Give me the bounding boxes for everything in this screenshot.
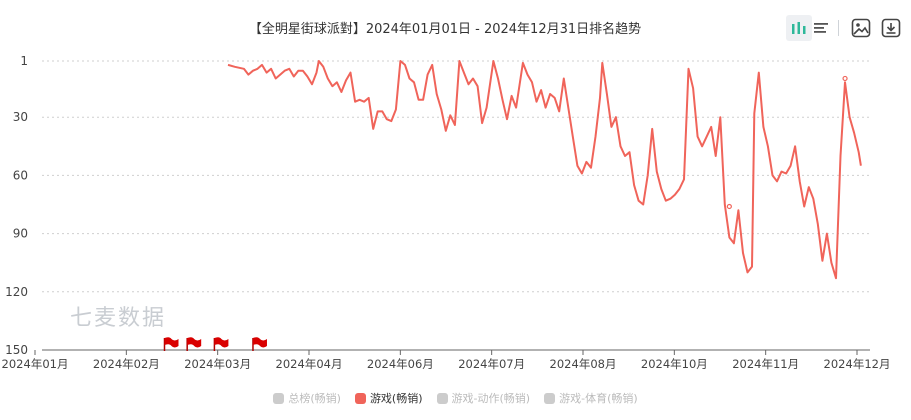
x-tick-label: 2024年03月	[184, 357, 251, 371]
legend-label: 游戏-体育(畅销)	[559, 392, 638, 405]
legend-item[interactable]: 游戏(畅销)	[354, 390, 423, 406]
x-tick-label: 2024年08月	[550, 357, 617, 371]
x-tick-label: 2024年04月	[276, 357, 343, 371]
y-tick-label: 90	[13, 227, 28, 241]
toolbar-divider	[838, 20, 839, 36]
legend-item[interactable]: 游戏-动作(畅销)	[436, 390, 531, 406]
x-tick-label: 2024年12月	[824, 357, 891, 371]
legend-label: 总榜(畅销)	[288, 392, 341, 405]
x-tick-label: 2024年02月	[93, 357, 160, 371]
chart-title: 【全明星街球派對】2024年01月01日 - 2024年12月31日排名趋势	[248, 22, 642, 37]
legend-swatch	[436, 392, 448, 404]
flag-marker	[163, 337, 179, 351]
legend-label: 游戏(畅销)	[369, 392, 423, 405]
legend-label: 游戏-动作(畅销)	[451, 392, 531, 405]
legend-swatch	[273, 392, 285, 404]
y-tick-label: 30	[13, 110, 28, 124]
y-tick-label: 1	[20, 54, 28, 68]
data-point	[726, 203, 732, 210]
flag-marker	[252, 337, 267, 351]
x-tick-label: 2024年01月	[2, 357, 69, 371]
chart-legend: 总榜(畅销) 游戏(畅销) 游戏-动作(畅销) 游戏-体育(畅销)	[0, 390, 911, 406]
chart-view-icon[interactable]	[786, 15, 812, 41]
y-tick-label: 150	[5, 343, 28, 357]
legend-swatch	[354, 392, 366, 404]
y-tick-label: 60	[13, 168, 28, 182]
legend-swatch	[544, 392, 556, 404]
watermark: 七麦数据	[70, 306, 167, 331]
legend-item[interactable]: 游戏-体育(畅销)	[544, 390, 638, 406]
flag-marker	[186, 337, 202, 351]
x-tick-label: 2024年06月	[367, 357, 434, 371]
series-line	[227, 60, 862, 280]
list-view-icon[interactable]	[808, 15, 834, 41]
x-tick-label: 2024年07月	[458, 357, 525, 371]
flag-marker	[213, 337, 229, 351]
x-tick-label: 2024年10月	[641, 357, 708, 371]
x-tick-label: 2024年11月	[732, 357, 799, 371]
data-point	[842, 75, 848, 82]
image-icon[interactable]	[848, 15, 874, 41]
legend-item[interactable]: 总榜(畅销)	[273, 390, 341, 406]
y-tick-label: 120	[5, 285, 28, 299]
download-icon[interactable]	[878, 15, 904, 41]
